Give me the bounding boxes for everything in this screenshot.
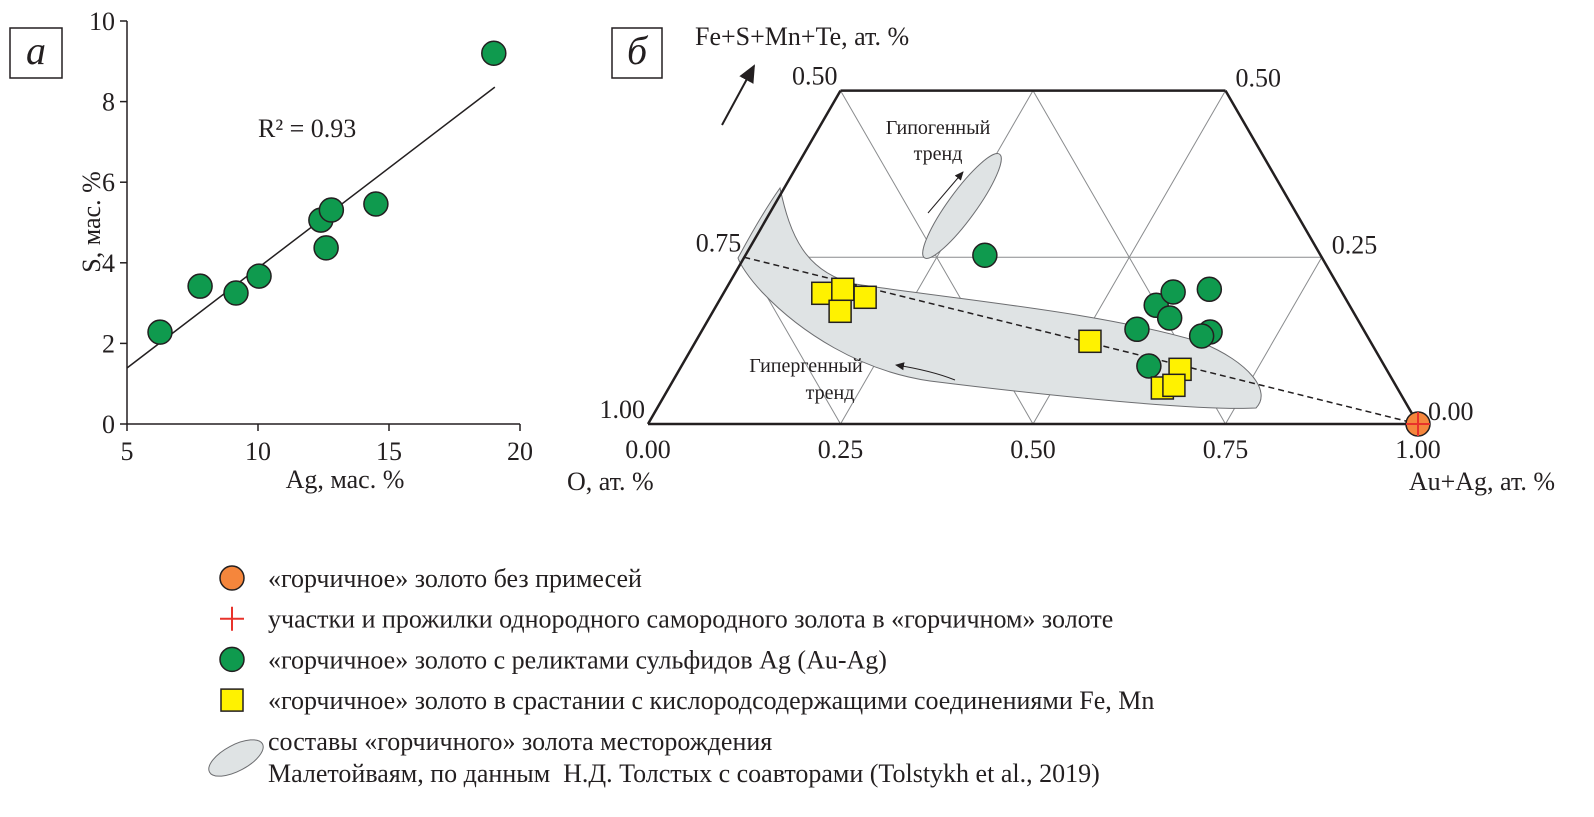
point	[831, 277, 855, 302]
legend-label: Малетойваям, по данным Н.Д. Толстых с со…	[268, 759, 1100, 788]
y-axis-label: S, мас. %	[77, 171, 106, 272]
point	[313, 235, 339, 261]
point	[223, 280, 249, 306]
point	[1162, 373, 1186, 398]
x-tick-label: 0.00	[625, 435, 671, 464]
panel-box	[611, 27, 663, 79]
point	[1196, 276, 1223, 303]
axis-label: Fe+S+Mn+Te, ат. %	[695, 22, 909, 51]
right-tick-label: 0.00	[1428, 397, 1474, 426]
x-tick-label: 0.75	[1203, 435, 1249, 464]
x-tick-label: 20	[507, 437, 533, 466]
legend-marker	[220, 606, 244, 631]
point	[1160, 279, 1186, 305]
arrow	[721, 64, 755, 126]
y-tick-label: 4	[102, 249, 115, 278]
point	[363, 191, 389, 217]
legend-marker	[219, 565, 245, 591]
point	[481, 40, 507, 66]
annotation: R² = 0.93	[258, 114, 356, 143]
arrow	[927, 171, 964, 214]
x-tick-label: 1.00	[1395, 435, 1441, 464]
x-tick-label: 15	[376, 437, 402, 466]
legend-marker	[220, 688, 244, 712]
point	[187, 273, 213, 299]
legend-marker	[219, 646, 245, 673]
annotation: Гипергенный	[749, 355, 863, 377]
arrow	[895, 362, 956, 381]
point	[246, 263, 272, 289]
legend-label: составы «горчичного» золота месторождени…	[268, 727, 772, 756]
region	[737, 186, 1262, 409]
panel-label: а	[26, 28, 46, 73]
legend-label: «горчичное» золото в срастании с кислоро…	[268, 686, 1154, 715]
y-tick-label: 6	[102, 168, 115, 197]
point	[1136, 353, 1162, 379]
legend-label: «горчичное» золото без примесей	[268, 564, 642, 593]
left-tick-label: 0.50	[792, 62, 838, 91]
point	[828, 299, 852, 324]
point	[1188, 323, 1215, 349]
annotation: тренд	[806, 382, 855, 404]
y-tick-label: 10	[89, 7, 115, 36]
x-axis-label: Ag, мас. %	[286, 465, 405, 494]
panel-box	[9, 27, 63, 79]
point	[1156, 305, 1183, 331]
legend-label: участки и прожилки однородного самородно…	[268, 605, 1113, 634]
panel-label: б	[627, 28, 649, 73]
x-tick-label: 10	[245, 437, 271, 466]
annotation: Гипогенный	[886, 117, 991, 139]
point	[147, 319, 173, 345]
point	[972, 242, 998, 269]
axis-label: O, ат. %	[567, 467, 654, 496]
y-tick-label: 8	[102, 88, 115, 117]
point	[1124, 316, 1150, 343]
point	[1078, 329, 1102, 354]
y-tick-label: 0	[102, 410, 115, 439]
annotation: тренд	[914, 143, 963, 165]
point	[1406, 412, 1430, 436]
legend-label: «горчичное» золото с реликтами сульфидов…	[268, 645, 887, 674]
x-tick-label: 0.50	[1010, 435, 1056, 464]
trend-line	[744, 256, 1419, 425]
left-tick-label: 0.75	[696, 228, 742, 257]
x-tick-label: 0.25	[818, 435, 864, 464]
point	[318, 197, 345, 223]
left-tick-label: 1.00	[600, 395, 646, 424]
x-tick-label: 5	[121, 437, 134, 466]
point	[853, 285, 877, 310]
y-tick-label: 2	[102, 329, 115, 358]
axis-label: Au+Ag, ат. %	[1409, 467, 1555, 496]
legend-marker	[208, 739, 264, 777]
right-tick-label: 0.25	[1332, 230, 1378, 259]
region	[922, 153, 1002, 259]
right-tick-label: 0.50	[1236, 64, 1282, 93]
